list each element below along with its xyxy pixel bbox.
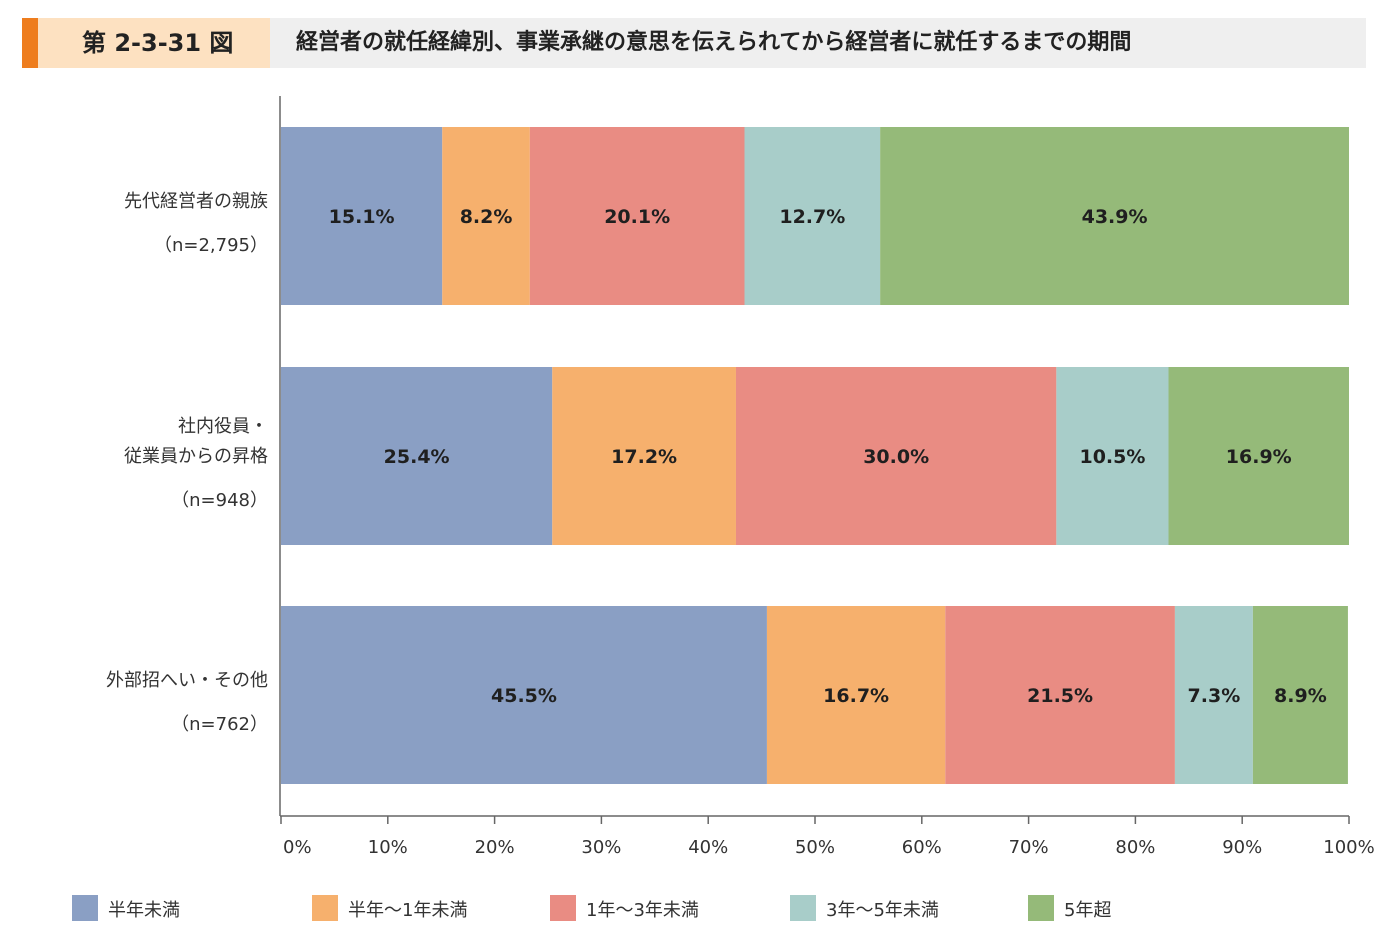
legend-label-3: 1年～3年未満 xyxy=(586,900,699,921)
category-label-1-line-1: 先代経営者の親族 xyxy=(124,191,268,212)
x-tick-label-10: 100% xyxy=(1323,837,1374,858)
bar-segment-3-2 xyxy=(766,606,946,784)
x-tick-label-3: 30% xyxy=(581,837,621,858)
data-label-1-1: 15.1% xyxy=(329,206,395,228)
category-n-label-3: （n=762） xyxy=(171,714,268,735)
category-n-label-2: （n=948） xyxy=(171,490,268,511)
bar-segment-1-4 xyxy=(744,127,881,305)
bar-segment-3-3 xyxy=(945,606,1175,784)
x-tick-label-0: 0% xyxy=(283,837,312,858)
x-tick-label-7: 70% xyxy=(1009,837,1049,858)
legend-label-4: 3年～5年未満 xyxy=(826,900,939,921)
legend-label-5: 5年超 xyxy=(1064,900,1111,921)
legend-swatch-1 xyxy=(72,895,98,921)
x-tick-label-8: 80% xyxy=(1115,837,1155,858)
bar-segment-3-1 xyxy=(281,606,767,784)
bar-segment-2-4 xyxy=(1056,367,1169,545)
bar-segment-1-2 xyxy=(442,127,530,305)
data-label-2-5: 16.9% xyxy=(1226,446,1292,468)
bar-segment-2-3 xyxy=(735,367,1057,545)
category-n-label-1: （n=2,795） xyxy=(154,235,268,256)
data-label-1-5: 43.9% xyxy=(1082,206,1148,228)
figure-number: 第 2-3-31 図 xyxy=(38,18,270,68)
chart-title: 経営者の就任経緯別、事業承継の意思を伝えられてから経営者に就任するまでの期間 xyxy=(270,18,1366,68)
bar-segment-1-3 xyxy=(529,127,745,305)
data-label-3-1: 45.5% xyxy=(491,685,557,707)
category-label-3-line-1: 外部招へい・その他 xyxy=(106,670,268,691)
figure-header: 第 2-3-31 図 経営者の就任経緯別、事業承継の意思を伝えられてから経営者に… xyxy=(22,18,1366,68)
data-label-3-5: 8.9% xyxy=(1274,685,1327,707)
data-label-3-3: 21.5% xyxy=(1027,685,1093,707)
data-label-1-2: 8.2% xyxy=(460,206,513,228)
header-accent-bar xyxy=(22,18,38,68)
legend-swatch-5 xyxy=(1028,895,1054,921)
legend-swatch-2 xyxy=(312,895,338,921)
x-tick-label-2: 20% xyxy=(475,837,515,858)
data-label-2-2: 17.2% xyxy=(611,446,677,468)
bar-segment-2-5 xyxy=(1168,367,1349,545)
bar-segment-1-1 xyxy=(281,127,443,305)
x-tick-label-4: 40% xyxy=(688,837,728,858)
data-label-1-4: 12.7% xyxy=(779,206,845,228)
data-label-2-3: 30.0% xyxy=(863,446,929,468)
data-label-3-2: 16.7% xyxy=(823,685,889,707)
data-label-1-3: 20.1% xyxy=(604,206,670,228)
bar-segment-2-2 xyxy=(552,367,736,545)
legend-label-1: 半年未満 xyxy=(108,900,180,921)
x-tick-label-1: 10% xyxy=(368,837,408,858)
legend-swatch-3 xyxy=(550,895,576,921)
bar-segment-2-1 xyxy=(281,367,553,545)
x-tick-label-6: 60% xyxy=(902,837,942,858)
data-label-3-4: 7.3% xyxy=(1188,685,1241,707)
legend-label-2: 半年～1年未満 xyxy=(348,900,467,921)
legend-swatch-4 xyxy=(790,895,816,921)
category-label-2-line-2: 従業員からの昇格 xyxy=(124,446,268,467)
bar-segment-3-5 xyxy=(1252,606,1348,784)
data-label-2-4: 10.5% xyxy=(1079,446,1145,468)
category-label-2-line-1: 社内役員・ xyxy=(178,416,268,437)
bar-segment-3-4 xyxy=(1174,606,1253,784)
bar-segment-1-5 xyxy=(880,127,1349,305)
x-tick-label-5: 50% xyxy=(795,837,835,858)
x-tick-label-9: 90% xyxy=(1222,837,1262,858)
data-label-2-1: 25.4% xyxy=(384,446,450,468)
